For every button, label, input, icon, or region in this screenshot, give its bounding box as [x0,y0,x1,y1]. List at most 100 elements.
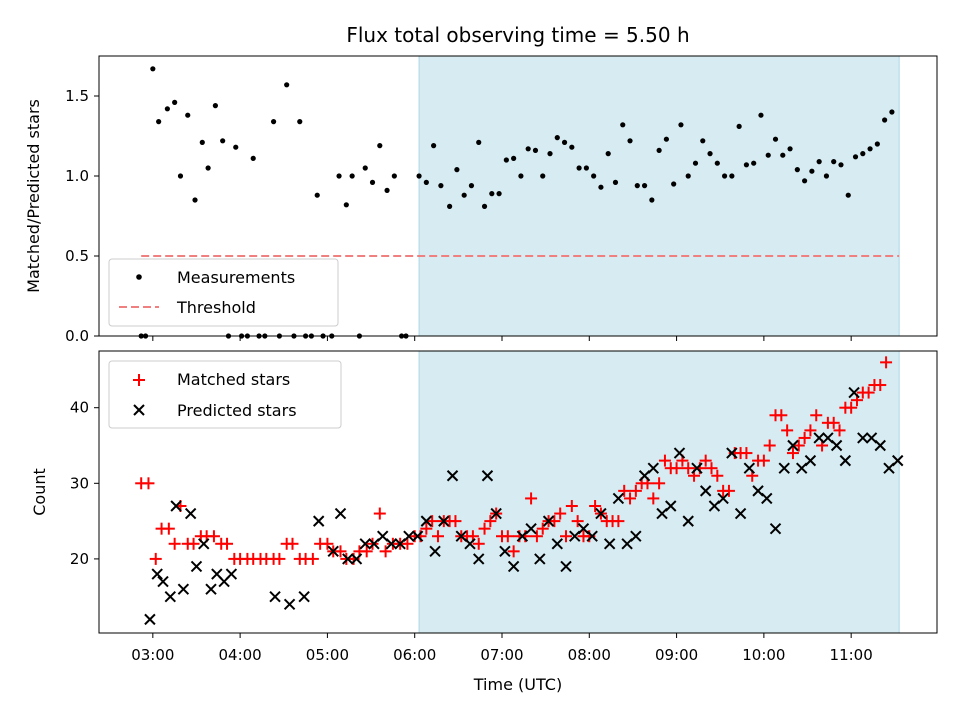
matched-star-point [618,484,631,497]
measurement-point [423,179,429,185]
predicted-star-point [734,507,747,520]
matched-star-point [624,492,637,505]
predicted-star-point [350,553,363,565]
measurement-point [447,203,453,209]
matched-star-point [740,447,753,460]
measurement-point [641,183,648,189]
matched-star-point [827,416,840,429]
measurement-point [816,159,822,165]
bottom-x-axis: 03:00 04:00 05:00 06:00 07:00 08:00 09:00 10:00… [131,633,873,664]
predicted-stars-series [144,386,904,626]
measurement-point [882,117,888,123]
predicted-star-point [804,454,817,467]
matched-star-point [449,515,462,528]
matched-star-point [810,409,823,422]
top-y-tick-label: 1.5 [65,87,89,105]
measurement-point [220,138,226,144]
matched-star-point [334,545,347,558]
predicted-star-point [603,538,616,550]
measurement-point [649,197,655,203]
matched-star-point [478,522,491,535]
measurement-point [569,144,575,150]
predicted-star-point [769,522,782,535]
measurement-point [860,151,866,157]
measurement-point [468,183,475,189]
predicted-star-point [647,462,660,474]
measurement-point [620,122,626,128]
predicted-star-point [499,545,511,558]
measurement-point [431,143,437,149]
matched-star-point [647,492,660,505]
bottom-y-axis-label: Count [30,468,49,516]
measurement-point [547,151,553,157]
legend-predicted-label: Predicted stars [177,401,297,420]
measurement-point [362,165,368,171]
matched-star-point [571,515,584,528]
matched-star-point [484,515,497,528]
predicted-star-point [525,522,537,535]
measurement-point [743,162,750,168]
measurement-point [476,139,482,145]
measurement-point [349,173,355,179]
measurement-point [751,160,757,166]
measurement-point [438,183,444,189]
predicted-star-point [612,492,625,505]
measurement-point [605,151,611,157]
predicted-star-point [342,553,354,565]
top-y-axis: 0.0 0.5 1.0 1.5 [65,87,99,345]
measurement-point [852,154,859,160]
predicted-star-point [144,613,156,626]
measurement-point [802,178,808,184]
measurement-point [736,123,742,129]
predicted-star-point [184,507,197,520]
matched-star-point [804,424,817,437]
measurement-point [481,203,488,209]
predicted-star-point [630,530,642,542]
measurement-point [540,173,546,179]
bottom-plot-frame [98,350,938,634]
measurement-point [721,173,728,179]
matched-star-point [530,530,543,543]
predicted-star-point [490,507,502,520]
measurement-point [831,159,837,165]
matched-star-point [798,431,811,444]
matched-star-point [373,507,386,520]
matched-star-point [880,356,893,369]
x-tick-label: 06:00 [393,646,436,664]
matched-star-point [862,386,875,399]
bottom-y-tick-label: 20 [70,550,89,568]
measurement-point [678,122,684,128]
matched-star-point [273,552,286,565]
matched-star-point [306,552,319,565]
measurements-series [138,66,895,339]
measurement-point [156,119,162,125]
predicted-star-point [699,485,712,497]
measurement-point [591,173,597,179]
matched-star-point [401,537,414,550]
matched-star-point [722,484,735,497]
measurement-point [336,173,342,179]
matched-star-point [560,530,573,543]
measurement-point [416,173,422,179]
measurement-point [838,162,844,168]
measurement-point [532,147,539,153]
predicted-star-point [542,515,555,527]
predicted-star-point [334,507,347,520]
measurement-point [729,173,735,179]
measurement-point [823,173,830,179]
matched-star-point [670,462,683,475]
predicted-star-point [761,492,773,505]
x-tick-label: 11:00 [830,646,873,664]
matched-star-point [699,454,712,467]
matched-star-point [501,530,514,543]
top-y-tick-label: 0.5 [65,247,89,265]
measurement-point [700,138,706,144]
matched-star-point [525,492,538,505]
top-y-tick-label: 1.0 [65,167,89,185]
matched-star-point [565,499,578,512]
top-y-axis-label: Matched/Predicted stars [24,99,43,293]
measurement-point [627,138,633,144]
matched-star-point [420,522,433,535]
measurement-point [663,136,669,142]
matched-star-point [149,552,162,565]
